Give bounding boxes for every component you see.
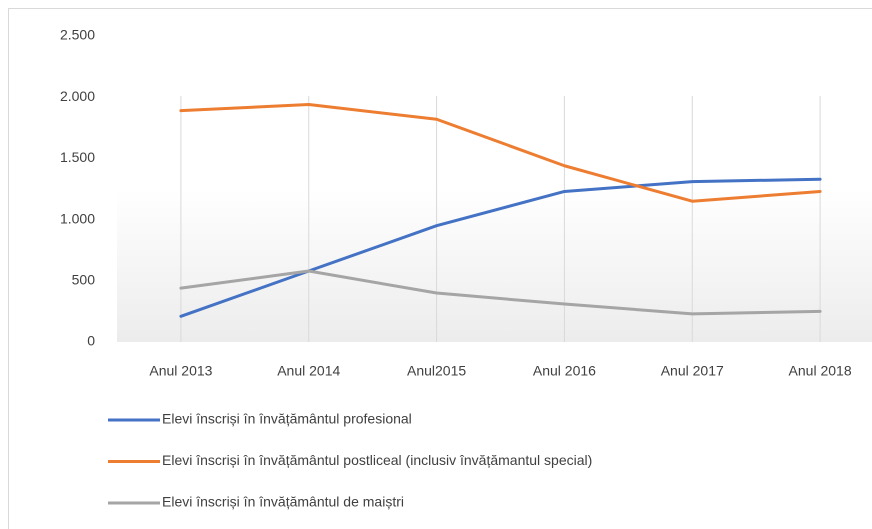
y-tick-label: 2.500	[60, 27, 95, 43]
plot-area	[117, 36, 872, 342]
y-tick-label: 0	[87, 333, 95, 349]
series-line	[179, 177, 822, 318]
y-tick-label: 1.000	[60, 210, 95, 226]
y-tick-label: 500	[72, 272, 96, 288]
y-tick-label: 2.000	[60, 88, 95, 104]
x-tick-label: Anul 2016	[533, 363, 596, 379]
x-tick-label: Anul 2013	[149, 363, 212, 379]
legend-label: Elevi înscriși în învățământul postlicea…	[162, 452, 592, 468]
x-tick-label: Anul 2014	[277, 363, 340, 379]
x-tick-label: Anul2015	[407, 363, 466, 379]
series-line	[179, 103, 822, 203]
legend-label: Elevi înscriși în învățământul profesion…	[162, 411, 412, 427]
x-tick-label: Anul 2018	[789, 363, 852, 379]
x-tick-label: Anul 2017	[661, 363, 724, 379]
legend-label: Elevi înscriși în învățământul de maiștr…	[162, 494, 404, 510]
y-tick-label: 1.500	[60, 149, 95, 165]
series-line	[179, 269, 822, 316]
